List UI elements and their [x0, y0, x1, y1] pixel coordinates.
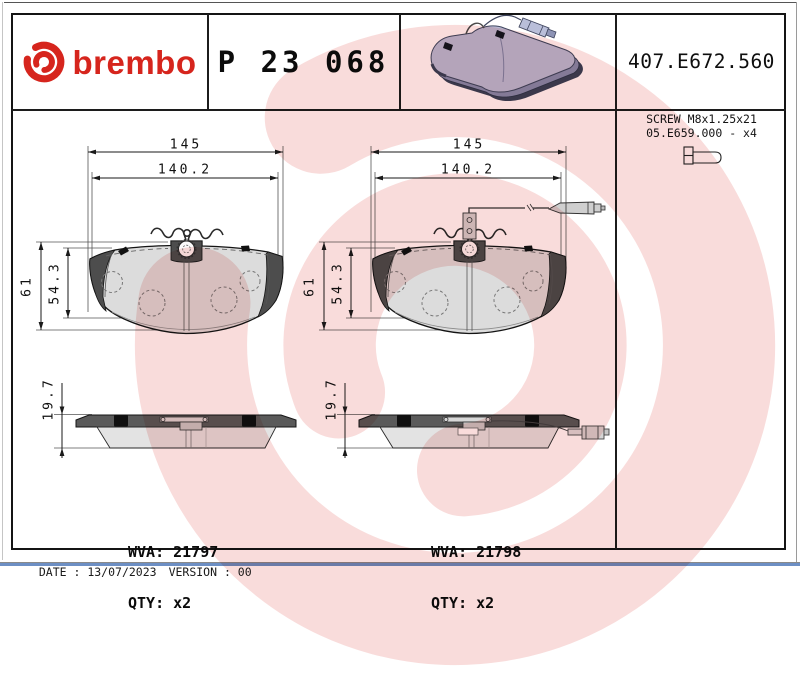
header-bottom-border — [12, 109, 786, 111]
footer-version: VERSION : 00 — [168, 565, 252, 579]
sheet-right-edge — [796, 2, 797, 562]
brembo-datasheet: { "sheet": { "brand": "brembo", "part_nu… — [0, 0, 800, 566]
sheet-left-edge — [2, 2, 3, 560]
part-number: P 23 068 — [217, 44, 390, 79]
qty-value-left: x2 — [173, 594, 192, 612]
wva-value-right: 21798 — [476, 543, 522, 561]
dim-overall-width-right: 145 — [452, 137, 486, 153]
brembo-logo: brembo — [13, 14, 207, 109]
screw-spec-line1: SCREW M8x1.25x21 — [646, 112, 757, 126]
dim-friction-height-right: 54.3 — [330, 261, 346, 305]
dim-overall-height-left: 61 — [19, 275, 35, 297]
brand-wordmark: brembo — [72, 44, 197, 81]
catalog-code: 407.E672.560 — [628, 50, 775, 73]
screw-spec-line2: 05.E659.000 - x4 — [646, 125, 757, 140]
dim-thickness-right: 19.7 — [324, 377, 340, 421]
dim-friction-height-left: 54.3 — [47, 261, 63, 305]
qty-label-right: QTY: — [431, 594, 468, 612]
qty-label-left: QTY: — [128, 594, 165, 612]
brembo-roundel-icon — [23, 41, 65, 83]
footer-date: DATE : 13/07/2023 — [38, 565, 157, 579]
wva-label-right: WVA: — [431, 543, 468, 561]
screw-spec: SCREW M8x1.25x21 05.E659.000 - x4 — [617, 112, 786, 140]
dim-friction-width-right: 140.2 — [440, 162, 496, 178]
header-divider-2 — [399, 14, 401, 110]
sheet-top-edge — [4, 2, 796, 3]
dim-friction-width-left: 140.2 — [157, 162, 213, 178]
qty-value-right: x2 — [476, 594, 495, 612]
footer: DATE : 13/07/2023 VERSION : 00 — [25, 551, 264, 579]
dim-thickness-left: 19.7 — [41, 377, 57, 421]
dim-overall-width-left: 145 — [169, 137, 203, 153]
dim-overall-height-right: 61 — [302, 275, 318, 297]
wva-block-right: WVA: 21798 QTY: x2 — [431, 510, 521, 629]
